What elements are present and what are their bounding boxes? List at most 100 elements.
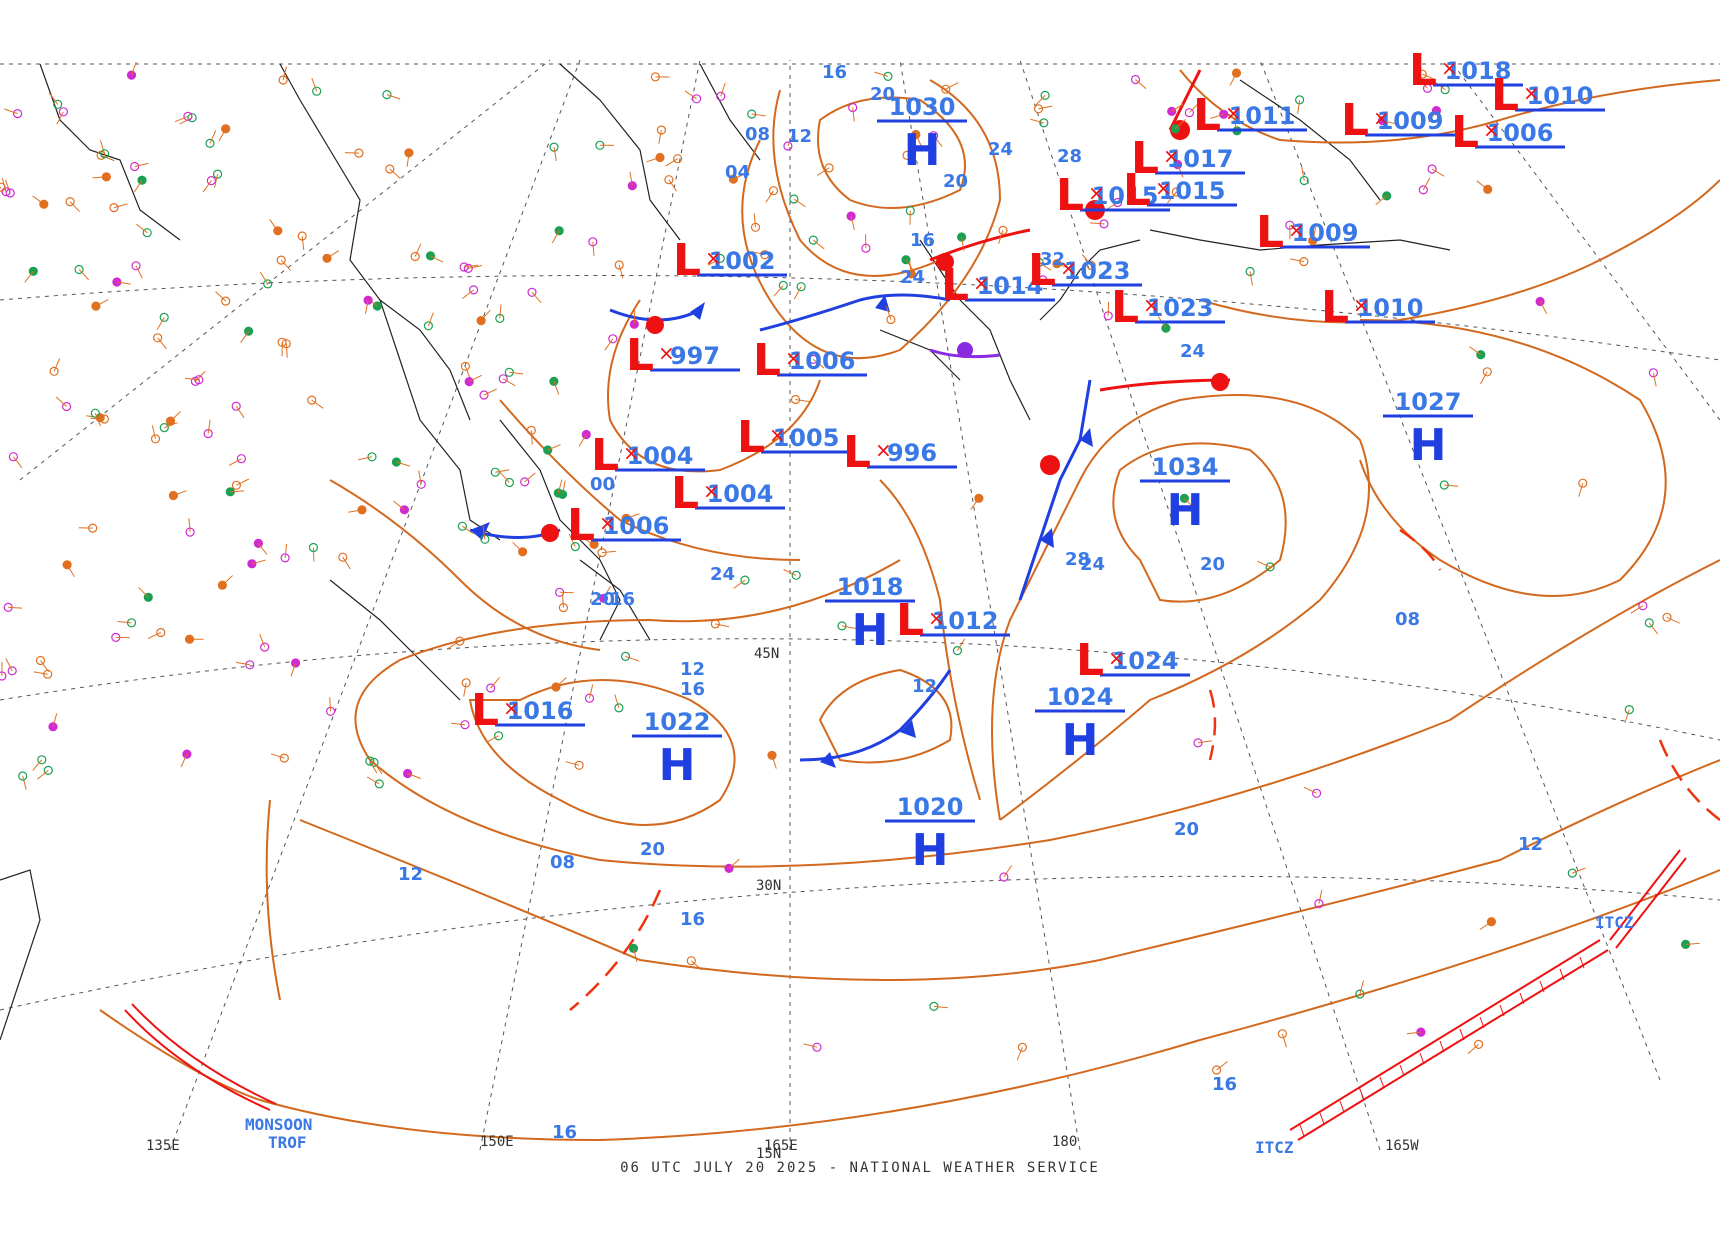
wind-barb [1210, 113, 1224, 119]
station-marker [656, 125, 667, 135]
station-marker [236, 454, 246, 464]
wind-barb [1444, 484, 1459, 487]
wind-barb [1216, 1061, 1229, 1071]
wind-barb [480, 309, 491, 321]
wind-barb [53, 358, 61, 372]
station-marker [790, 394, 801, 405]
wind-barb [270, 753, 285, 759]
wind-barb [728, 858, 740, 869]
wind-barb [1297, 99, 1301, 114]
isobar-value-label: 20 [590, 589, 615, 610]
wind-barb [1303, 786, 1317, 794]
wind-barb [1624, 709, 1630, 724]
low-center-x-mark: × [785, 346, 802, 370]
wind-barb [230, 490, 245, 493]
low-pressure-center: 1015 L × [1123, 165, 1237, 216]
isobar-value-label: 28 [1065, 549, 1090, 570]
isobar-value-label: 28 [1057, 146, 1082, 167]
station-marker [455, 636, 465, 646]
station-marker [1184, 108, 1195, 118]
wind-barb [502, 378, 516, 387]
station-marker [490, 467, 500, 477]
troughs [569, 528, 1720, 1011]
station-marker [279, 753, 289, 763]
station-marker [1299, 175, 1309, 186]
isobar-value-label: 24 [1080, 554, 1105, 575]
wind-barb [407, 773, 421, 779]
wind-barb [1030, 118, 1044, 124]
low-pressure-center: 1014 L × [941, 260, 1055, 311]
wind-barb [100, 154, 115, 162]
wind-barb [1685, 942, 1700, 945]
wind-barb [1301, 166, 1305, 181]
wind-barb [66, 564, 75, 577]
station-marker [691, 94, 702, 104]
wind-barb [228, 458, 242, 466]
wind-barb [174, 115, 189, 123]
pressure-centers: 1030 H 1034 H 1027 H 1018 H 1022 H 1020 H 1024 H 1024 L… [471, 45, 1605, 876]
isobar-value-label: 16 [910, 230, 935, 251]
wind-barb [157, 337, 167, 350]
station-marker [740, 575, 750, 585]
wind-barb [430, 255, 444, 263]
station-marker [1112, 197, 1123, 208]
wind-barb [793, 198, 806, 208]
wind-barb [945, 82, 959, 90]
station-marker [504, 477, 514, 488]
low-center-x-mark: × [1060, 256, 1077, 280]
high-pressure-center: 1022 H [632, 708, 722, 791]
station-marker [1294, 95, 1305, 105]
station-marker [886, 314, 896, 325]
station-marker [231, 480, 241, 490]
low-center-x-mark: × [658, 341, 675, 365]
low-letter: L [591, 430, 619, 481]
station-marker [183, 111, 193, 121]
station-marker [374, 779, 384, 789]
high-pressure-center: 1027 H [1383, 388, 1473, 471]
low-letter: L [1409, 45, 1437, 96]
wind-barb [133, 179, 143, 193]
station-marker [902, 150, 912, 160]
wind-barb [311, 399, 324, 409]
station-marker [8, 452, 18, 462]
wind-barb [56, 111, 64, 125]
wind-barb [816, 167, 830, 176]
low-pressure-center: 1010 L × [1321, 282, 1435, 333]
station-marker [159, 312, 169, 322]
wind-barb [131, 61, 137, 76]
wind-barb [37, 770, 49, 780]
map-footer-caption: 06 UTC JULY 20 2025 - NATIONAL WEATHER S… [620, 1160, 1100, 1176]
wind-barb [933, 1005, 948, 1009]
wind-barb [604, 338, 614, 351]
wind-barb [626, 513, 640, 519]
wind-barb [553, 381, 560, 395]
wind-barb [783, 569, 797, 576]
station-marker [260, 642, 270, 652]
low-pressure-center: 996 L × [843, 427, 957, 478]
low-letter: L [1111, 282, 1139, 333]
high-pressure-center: 1030 H [877, 93, 967, 176]
wind-barb [358, 456, 373, 461]
wind-barb [1359, 980, 1364, 995]
wind-barb [326, 250, 339, 259]
wind-barb [1257, 560, 1271, 568]
wind-barb [933, 135, 943, 148]
wind-barb [1197, 740, 1212, 744]
low-pressure-center: 1006 L × [567, 500, 681, 551]
pressure-value: 1006 [1487, 119, 1554, 147]
wind-barb [462, 525, 475, 535]
low-pressure-center: 1004 L × [591, 430, 705, 481]
wind-barb [733, 579, 746, 589]
wind-barb [406, 152, 410, 167]
low-center-x-mark: × [503, 696, 520, 720]
wind-barb [235, 405, 245, 418]
isobar-value-label: 16 [680, 679, 705, 700]
lon-label-165w: 165W [1385, 1138, 1419, 1154]
high-letter: H [912, 825, 949, 876]
wind-barb [1229, 72, 1237, 86]
station-marker [369, 757, 379, 768]
lon-label-165e: 165E [764, 1138, 798, 1154]
isobar-value-label: 16 [552, 1122, 577, 1143]
low-pressure-center: 1023 L × [1028, 245, 1142, 296]
wind-barb [562, 593, 564, 608]
